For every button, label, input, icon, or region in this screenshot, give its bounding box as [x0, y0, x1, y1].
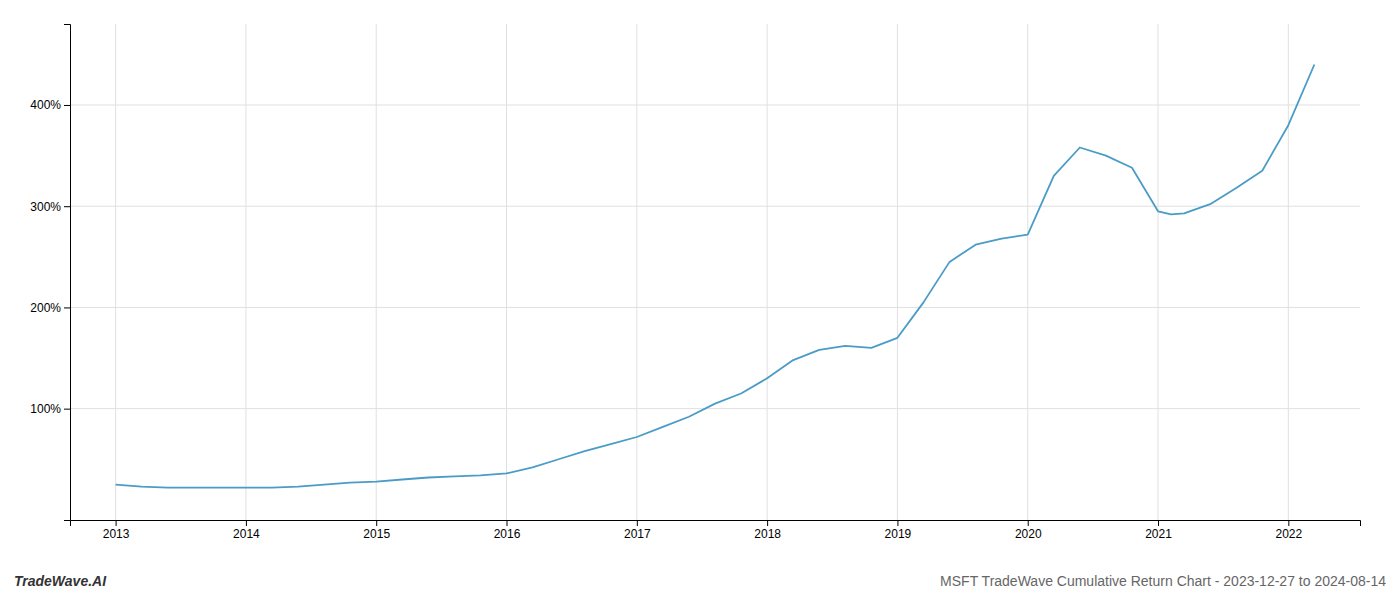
x-tick-mark	[246, 520, 247, 526]
x-axis: 2013 2014 2015 2016 2017 2018 2019 2020 2021 2022	[71, 520, 1361, 541]
x-tick: 2016	[494, 520, 521, 541]
grid-line-x	[245, 24, 246, 520]
y-tick: 100%	[30, 402, 70, 416]
y-tick-mark	[64, 206, 70, 207]
x-tick-mark	[767, 520, 768, 526]
x-tick: 2017	[624, 520, 651, 541]
x-tick: 2022	[1275, 520, 1302, 541]
y-tick: 300%	[30, 200, 70, 214]
grid-line-x	[1288, 24, 1289, 520]
series	[116, 64, 1315, 487]
y-axis-line	[64, 25, 71, 521]
x-tick-label: 2014	[233, 527, 260, 541]
x-tick-label: 2017	[624, 527, 651, 541]
x-tick-mark	[376, 520, 377, 526]
plot: 2013 2014 2015 2016 2017 2018 2019 2020 2021 2022…	[30, 24, 1360, 541]
grid-line-y	[70, 408, 1360, 409]
x-tick-mark	[507, 520, 508, 526]
x-tick-label: 2022	[1275, 527, 1302, 541]
grid-line-y	[70, 206, 1360, 207]
grid-line-x	[897, 24, 898, 520]
x-tick: 2014	[233, 520, 260, 541]
x-tick: 2015	[363, 520, 390, 541]
y-tick-mark	[64, 409, 70, 410]
y-tick: 200%	[30, 301, 70, 315]
x-axis-line	[71, 521, 1361, 527]
y-tick-label: 100%	[30, 402, 61, 416]
x-tick-label: 2019	[885, 527, 912, 541]
grid-line-x	[376, 24, 377, 520]
x-tick-label: 2013	[103, 527, 130, 541]
grid-line-x	[115, 24, 116, 520]
y-tick-label: 300%	[30, 200, 61, 214]
grid	[70, 24, 1360, 520]
x-tick-mark	[116, 520, 117, 526]
chart: 2013 2014 2015 2016 2017 2018 2019 2020 2021 2022…	[0, 0, 1400, 600]
grid-line-y	[70, 104, 1360, 105]
x-tick: 2021	[1145, 520, 1172, 541]
grid-line-x	[636, 24, 637, 520]
x-tick-mark	[1028, 520, 1029, 526]
y-tick-mark	[64, 307, 70, 308]
x-tick-label: 2020	[1015, 527, 1042, 541]
y-tick-label: 200%	[30, 301, 61, 315]
y-tick: 400%	[30, 98, 70, 112]
x-tick-label: 2021	[1145, 527, 1172, 541]
x-tick-label: 2015	[363, 527, 390, 541]
grid-line-x	[767, 24, 768, 520]
annotation: TradeWave.AI	[14, 573, 107, 589]
x-tick: 2013	[103, 520, 130, 541]
x-tick-label: 2018	[754, 527, 781, 541]
y-tick-label: 400%	[30, 98, 61, 112]
x-tick-mark	[637, 520, 638, 526]
y-tick-mark	[64, 105, 70, 106]
grid-line-y	[70, 307, 1360, 308]
x-tick-mark	[1158, 520, 1159, 526]
grid-line-x	[506, 24, 507, 520]
title: MSFT TradeWave Cumulative Return Chart -…	[940, 573, 1386, 589]
line	[116, 64, 1315, 487]
grid-line-x	[1027, 24, 1028, 520]
x-tick-mark	[897, 520, 898, 526]
grid-line-x	[1158, 24, 1159, 520]
y-axis: 100% 200% 300% 400%	[30, 25, 70, 521]
x-tick: 2018	[754, 520, 781, 541]
x-tick: 2020	[1015, 520, 1042, 541]
x-tick: 2019	[885, 520, 912, 541]
x-tick-mark	[1288, 520, 1289, 526]
x-tick-label: 2016	[494, 527, 521, 541]
